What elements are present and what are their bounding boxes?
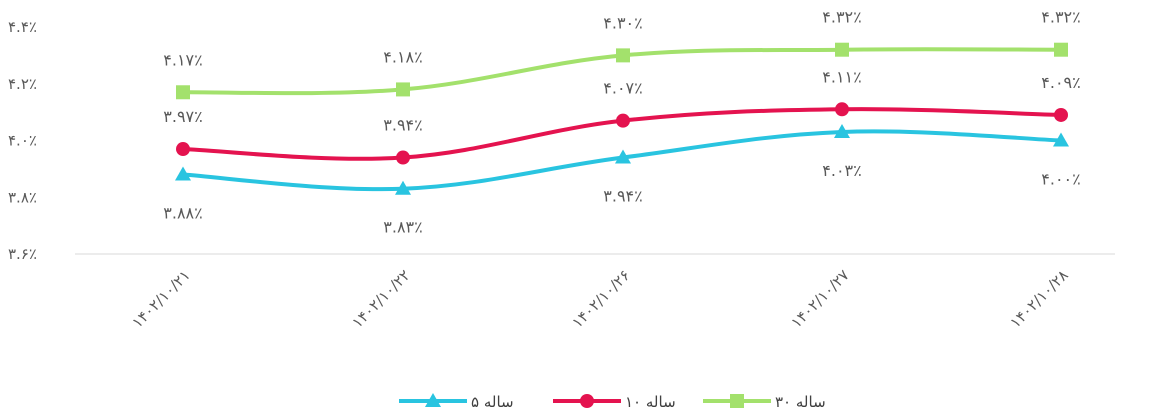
series-30y-marker <box>835 42 849 57</box>
series-5y-marker <box>615 149 631 164</box>
series-5y-legend-marker <box>425 393 441 407</box>
series-5y-data-label: ۳.۸۸٪ <box>163 204 202 223</box>
x-tick-label: ۱۴۰۲/۱۰/۲۷ <box>787 266 852 331</box>
series-30y-marker <box>176 85 190 100</box>
series-10y-data-label: ۴.۱۱٪ <box>822 67 861 86</box>
series-30y-marker <box>1054 42 1068 57</box>
series-10y-legend-marker <box>580 394 594 408</box>
y-tick-label: ۴.۰٪ <box>8 132 37 150</box>
x-tick-label: ۱۴۰۲/۱۰/۲۸ <box>1006 266 1071 331</box>
series-5y-marker <box>1053 132 1069 147</box>
series-30y-data-label: ۴.۱۷٪ <box>163 50 202 69</box>
series-5y-data-label: ۴.۰۰٪ <box>1041 170 1080 189</box>
y-tick-label: ۴.۴٪ <box>8 18 37 36</box>
legend: ۵ ساله ۱۰ ساله ۳۰ ساله <box>399 393 826 411</box>
series-10y-data-label: ۳.۹۴٪ <box>383 116 422 135</box>
series-5y-data-label: ۳.۸۳٪ <box>383 218 422 237</box>
series-5y-data-label: ۳.۹۴٪ <box>603 187 642 206</box>
series-30y-data-label: ۴.۳۲٪ <box>1041 8 1080 27</box>
y-tick-label: ۴.۲٪ <box>8 75 37 93</box>
series-10y-marker <box>396 150 410 165</box>
series-30y-data-label: ۴.۳۰٪ <box>603 13 642 32</box>
x-tick-label: ۱۴۰۲/۱۰/۲۲ <box>348 266 413 331</box>
x-tick-label: ۱۴۰۲/۱۰/۲۶ <box>568 266 633 331</box>
y-tick-label: ۳.۶٪ <box>8 245 37 263</box>
series-10y-marker <box>835 102 849 117</box>
series-5y-marker <box>175 166 191 181</box>
x-tick-label: ۱۴۰۲/۱۰/۲۱ <box>128 266 193 331</box>
series-10y-legend-label: ۱۰ ساله <box>625 393 676 411</box>
series-5y-marker <box>834 123 850 138</box>
series-5y-marker <box>395 180 411 195</box>
series-5y-legend-label: ۵ ساله <box>471 393 514 411</box>
series-10y-marker <box>1054 107 1068 122</box>
y-tick-label: ۳.۸٪ <box>8 188 37 206</box>
y-axis-tick-labels: ۳.۶٪ ۳.۸٪ ۴.۰٪ ۴.۲٪ ۴.۴٪ <box>8 18 37 263</box>
series-10y-data-label: ۴.۰۹٪ <box>1041 73 1080 92</box>
data-labels: ۴.۱۷٪ ۴.۱۸٪ ۴.۳۰٪ ۴.۳۲٪ ۴.۳۲٪ ۳.۹۷٪ ۳.۹۴٪ ۴.۰۷٪… <box>163 8 1080 237</box>
series-30y-legend-marker <box>730 394 744 408</box>
series-30y-legend-label: ۳۰ ساله <box>775 393 826 411</box>
series-10y-data-label: ۳.۹۷٪ <box>163 107 202 126</box>
series-30y-data-label: ۴.۱۸٪ <box>383 47 422 66</box>
series-30y-marker <box>616 48 630 63</box>
x-axis-tick-labels: ۱۴۰۲/۱۰/۲۱ ۱۴۰۲/۱۰/۲۲ ۱۴۰۲/۱۰/۲۶ ۱۴۰۲/۱۰/۲۷… <box>128 266 1071 331</box>
series-10y-marker <box>176 142 190 157</box>
series-30y-marker <box>396 82 410 97</box>
series-10y-data-label: ۴.۰۷٪ <box>603 79 642 98</box>
series-10y-marker <box>616 113 630 128</box>
series-5y-data-label: ۴.۰۳٪ <box>822 161 861 180</box>
series-markers <box>175 42 1069 195</box>
series-30y-data-label: ۴.۳۲٪ <box>822 8 861 27</box>
